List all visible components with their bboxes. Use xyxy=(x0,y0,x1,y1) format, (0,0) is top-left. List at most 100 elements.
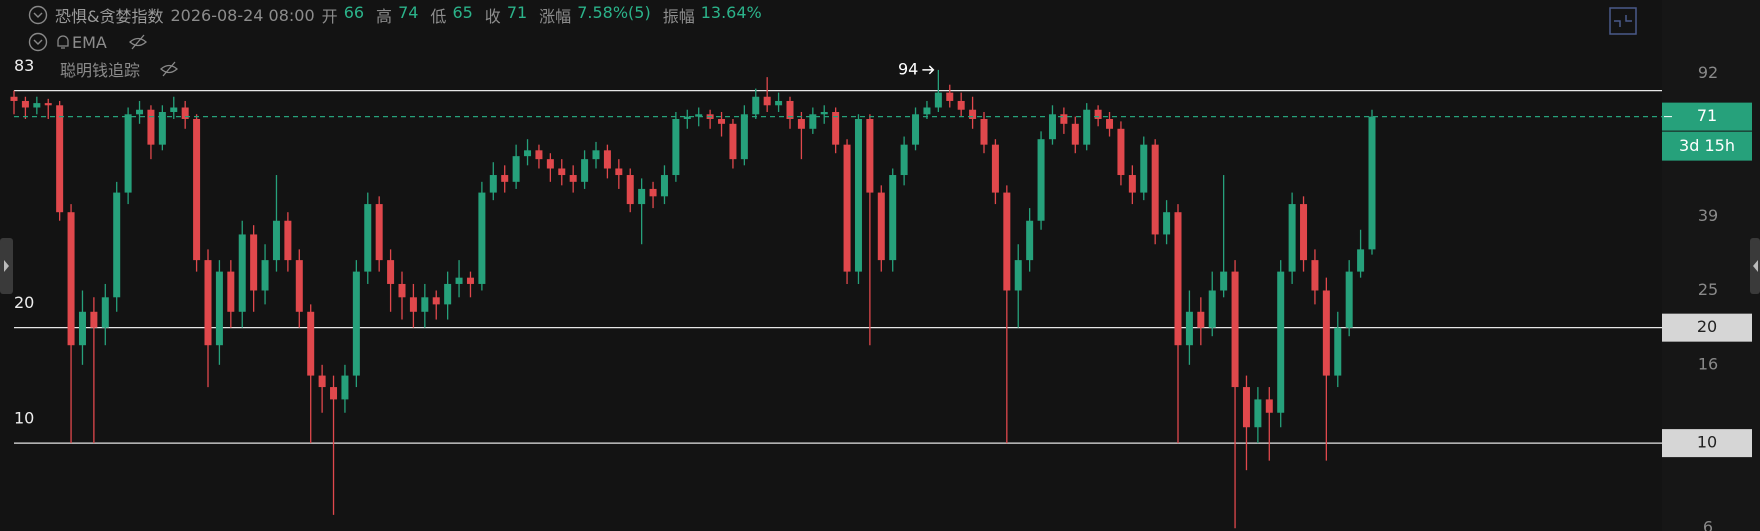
candle-body xyxy=(1083,109,1091,145)
candle-body xyxy=(136,109,144,115)
candle-body xyxy=(763,96,771,106)
candle-body xyxy=(581,159,589,182)
candle-body xyxy=(729,123,737,160)
candle-body xyxy=(250,234,258,291)
candle-body xyxy=(238,234,246,312)
stat-value: 7.58%(5) xyxy=(577,3,651,22)
candle-body xyxy=(147,109,155,145)
collapse-toggle[interactable] xyxy=(28,5,48,25)
candle-body xyxy=(957,100,965,110)
candle-body xyxy=(854,118,862,272)
candle-body xyxy=(638,188,646,205)
candle-body xyxy=(1117,128,1125,176)
level-tag xyxy=(1662,429,1752,458)
level-label: 10 xyxy=(14,409,34,428)
candle-body xyxy=(1288,204,1296,272)
stat-value: 66 xyxy=(343,3,365,22)
candle-body xyxy=(10,96,18,101)
candle-body xyxy=(124,114,132,193)
candle-body xyxy=(90,311,98,328)
candle-body xyxy=(318,375,326,388)
candle-body xyxy=(1334,327,1342,376)
collapse-icon[interactable] xyxy=(1609,7,1637,35)
stats: 开 66 高 74 低 65 收 71 涨幅 7.58%(5) 振幅 13.64% xyxy=(322,3,768,27)
stat-label: 高 xyxy=(376,7,393,26)
candle-body xyxy=(295,260,303,312)
candle-body xyxy=(1311,260,1319,291)
candle-body xyxy=(991,144,999,193)
candle-body xyxy=(740,114,748,160)
candle-body xyxy=(101,297,109,328)
candle-body xyxy=(375,204,383,261)
candle-body xyxy=(512,156,520,182)
candle-body xyxy=(786,100,794,119)
candle-body xyxy=(1254,399,1262,428)
candle-body xyxy=(718,118,726,124)
candle-body xyxy=(215,271,223,346)
candle-body xyxy=(1322,290,1330,376)
candle-body xyxy=(980,118,988,145)
indicator[interactable]: 聪明钱追踪 xyxy=(60,61,141,80)
candle-body xyxy=(444,283,452,305)
bell-icon[interactable] xyxy=(55,32,71,52)
candle-body xyxy=(649,188,657,197)
candle-body xyxy=(569,175,577,182)
candle-body xyxy=(546,159,554,169)
candle-body xyxy=(204,260,212,346)
stat-label: 涨幅 xyxy=(539,7,572,26)
candle-body xyxy=(752,96,760,115)
stat-label: 收 xyxy=(484,7,501,26)
candle-body xyxy=(193,118,201,261)
hide-icon[interactable] xyxy=(159,59,179,79)
candle-body xyxy=(307,311,315,376)
candle-body xyxy=(398,283,406,298)
indicator[interactable]: EMA xyxy=(72,32,107,52)
candle-body xyxy=(227,271,235,312)
time: 2026-08-24 08:00 xyxy=(170,5,315,25)
candle-body xyxy=(1014,260,1022,291)
candle-body xyxy=(946,92,954,101)
candle-body xyxy=(1231,271,1239,388)
candle-body xyxy=(44,103,52,106)
left-handle-arrow xyxy=(4,260,9,272)
hide-icon[interactable] xyxy=(128,32,148,52)
countdown-tag xyxy=(1662,131,1752,161)
candle-body xyxy=(1265,399,1273,413)
level-label: 83 xyxy=(14,56,34,75)
level-tag-label: 10 xyxy=(1697,433,1717,452)
candle-body xyxy=(1140,144,1148,193)
stat-label: 振幅 xyxy=(662,7,695,26)
candle-body xyxy=(820,111,828,115)
stat-label: 低 xyxy=(430,7,447,26)
candle-body xyxy=(1048,114,1056,140)
candle-body xyxy=(158,111,166,145)
candle-body xyxy=(1037,139,1045,221)
candle-body xyxy=(21,100,29,108)
candle-body xyxy=(626,175,634,205)
candle-body xyxy=(672,118,680,176)
collapse-toggle[interactable] xyxy=(28,32,48,52)
candle-body xyxy=(615,168,623,176)
candle-body xyxy=(832,111,840,145)
level-label: 20 xyxy=(14,293,34,312)
candle-body xyxy=(1197,311,1205,328)
candle-body xyxy=(889,175,897,261)
candle-body xyxy=(181,107,189,119)
candle-body xyxy=(1174,212,1182,346)
candle-body xyxy=(524,150,532,157)
y-tick-label: 39 xyxy=(1698,206,1718,225)
candle-body xyxy=(877,192,885,261)
last-price-label: 71 xyxy=(1697,106,1717,125)
candle-body xyxy=(1094,109,1102,119)
candle-body xyxy=(1300,204,1308,261)
candle-body xyxy=(501,175,509,182)
candle-body xyxy=(912,114,920,145)
candle-body xyxy=(1277,271,1285,413)
candle-body xyxy=(1026,220,1034,261)
candle-body xyxy=(1220,271,1228,291)
candle-body xyxy=(603,150,611,169)
candles xyxy=(10,69,1376,529)
candle-body xyxy=(1163,212,1171,235)
stat-value: 71 xyxy=(506,3,528,22)
